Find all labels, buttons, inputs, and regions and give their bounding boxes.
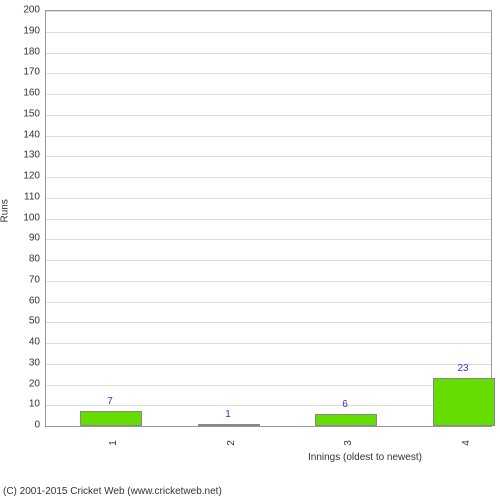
xtick-label: 1: [108, 440, 119, 446]
gridline: [46, 32, 491, 33]
gridline: [46, 302, 491, 303]
ytick-label: 40: [10, 337, 40, 348]
gridline: [46, 73, 491, 74]
bar: [198, 424, 260, 426]
x-axis-label: Innings (oldest to newest): [308, 452, 422, 463]
bar: [80, 411, 142, 426]
ytick-label: 140: [10, 129, 40, 140]
gridline: [46, 260, 491, 261]
ytick-label: 200: [10, 5, 40, 16]
ytick-label: 110: [10, 191, 40, 202]
ytick-label: 70: [10, 274, 40, 285]
ytick-label: 180: [10, 46, 40, 57]
y-axis-label: Runs: [0, 199, 11, 222]
ytick-label: 20: [10, 378, 40, 389]
ytick-label: 190: [10, 25, 40, 36]
xtick-label: 2: [226, 440, 237, 446]
ytick-label: 0: [10, 420, 40, 431]
xtick-label: 4: [461, 440, 472, 446]
bar-value-label: 7: [107, 396, 113, 407]
ytick-label: 30: [10, 357, 40, 368]
bar: [315, 414, 377, 426]
gridline: [46, 156, 491, 157]
bar-value-label: 6: [342, 399, 348, 410]
gridline: [46, 364, 491, 365]
copyright-text: (C) 2001-2015 Cricket Web (www.cricketwe…: [3, 486, 222, 497]
bar-value-label: 23: [457, 363, 468, 374]
bar: [433, 378, 495, 426]
ytick-label: 170: [10, 67, 40, 78]
gridline: [46, 136, 491, 137]
gridline: [46, 11, 491, 12]
gridline: [46, 53, 491, 54]
plot-area: [45, 10, 492, 427]
gridline: [46, 198, 491, 199]
gridline: [46, 281, 491, 282]
ytick-label: 60: [10, 295, 40, 306]
ytick-label: 130: [10, 150, 40, 161]
ytick-label: 150: [10, 108, 40, 119]
ytick-label: 90: [10, 233, 40, 244]
gridline: [46, 343, 491, 344]
chart-container: [45, 10, 490, 455]
ytick-label: 100: [10, 212, 40, 223]
ytick-label: 50: [10, 316, 40, 327]
ytick-label: 120: [10, 171, 40, 182]
ytick-label: 80: [10, 254, 40, 265]
gridline: [46, 177, 491, 178]
gridline: [46, 385, 491, 386]
gridline: [46, 219, 491, 220]
gridline: [46, 115, 491, 116]
gridline: [46, 322, 491, 323]
xtick-label: 3: [343, 440, 354, 446]
bar-value-label: 1: [225, 409, 231, 420]
gridline: [46, 94, 491, 95]
ytick-label: 160: [10, 88, 40, 99]
ytick-label: 10: [10, 399, 40, 410]
gridline: [46, 239, 491, 240]
